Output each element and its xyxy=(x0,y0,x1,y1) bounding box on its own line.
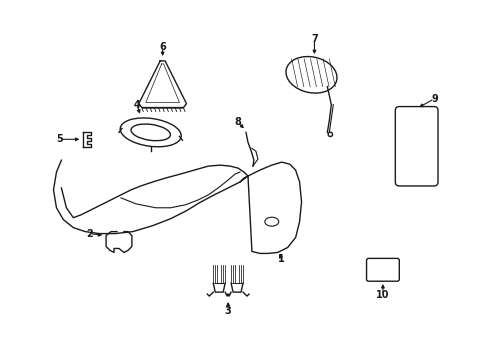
Text: 9: 9 xyxy=(431,94,438,104)
Text: 4: 4 xyxy=(133,100,140,109)
Text: 8: 8 xyxy=(235,117,242,127)
Text: 7: 7 xyxy=(311,34,318,44)
Text: 3: 3 xyxy=(225,306,231,316)
Text: 2: 2 xyxy=(86,229,93,239)
Text: 6: 6 xyxy=(159,42,166,52)
Text: 10: 10 xyxy=(376,290,390,300)
Text: 1: 1 xyxy=(278,255,285,264)
Text: 5: 5 xyxy=(56,134,63,144)
